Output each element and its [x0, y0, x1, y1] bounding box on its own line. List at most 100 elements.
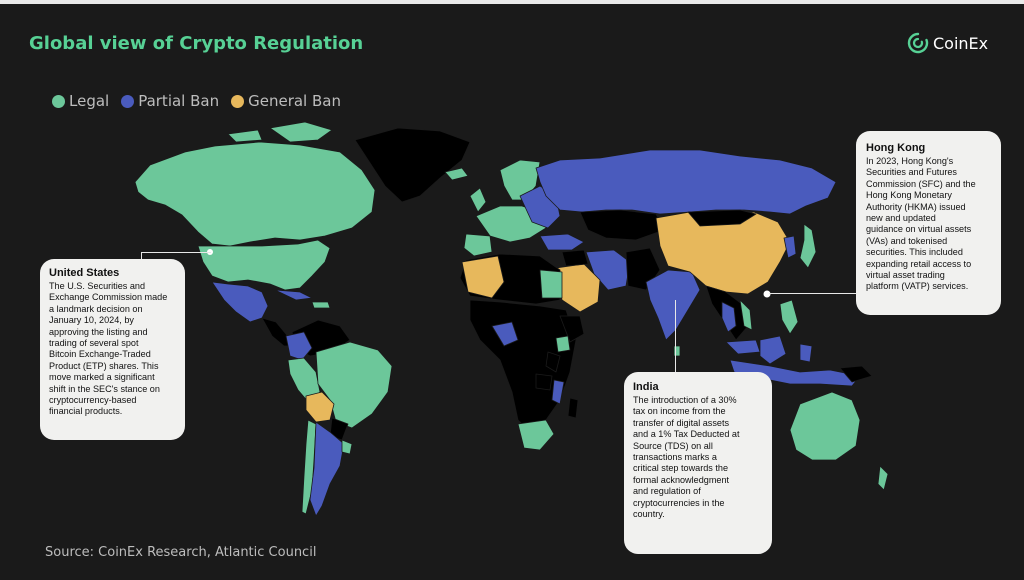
source-note: Source: CoinEx Research, Atlantic Counci… [45, 545, 317, 560]
us-leader-line [141, 252, 211, 253]
top-bar [0, 0, 1024, 4]
australia [789, 391, 861, 461]
legend: Legal Partial Ban General Ban [52, 92, 341, 110]
callout-line: The U.S. Securities and [49, 281, 146, 291]
uk [469, 187, 487, 213]
callout-line: a landmark decision on [49, 303, 143, 314]
callout-line: new and updated [866, 213, 936, 224]
kenya [555, 335, 571, 353]
callout-line: financial products. [49, 406, 123, 417]
india [645, 269, 701, 341]
callout-line: In 2023, Hong Kong's [866, 156, 954, 166]
ethiopia [559, 315, 585, 343]
vietnam [739, 299, 753, 331]
iberia [463, 233, 493, 257]
callout-body: The U.S. Securities and Exchange Commiss… [49, 281, 179, 418]
russia [535, 149, 837, 215]
hong-kong-marker [763, 290, 771, 298]
uruguay [341, 439, 353, 455]
united-states [197, 239, 331, 291]
callout-line: approving the listing and [49, 326, 148, 337]
callout-title: India [633, 381, 659, 393]
iceland [444, 167, 469, 181]
brazil [315, 341, 393, 429]
callout-line: tax on income from the [633, 406, 726, 417]
callout-line: virtual asset trading [866, 270, 945, 281]
malaysia [725, 339, 761, 355]
legend-label: Partial Ban [138, 92, 220, 110]
callout-line: transactions marks a [633, 452, 717, 463]
colombia [285, 331, 313, 361]
south-africa [517, 419, 555, 451]
callout-line: Hong Kong Monetary [866, 190, 952, 201]
turkey [539, 233, 585, 251]
png [839, 365, 873, 383]
hk-leader-line [769, 293, 856, 294]
philippines [779, 299, 799, 335]
tanzania [545, 351, 561, 373]
brand-name: CoinEx [933, 33, 989, 53]
legend-dot-legal [52, 94, 65, 108]
argentina [309, 421, 345, 517]
sulawesi [799, 343, 813, 363]
bolivia [305, 391, 335, 423]
callout-body: In 2023, Hong Kong's Securities and Futu… [866, 156, 996, 293]
callout-line: shift in the SEC's stance on [49, 383, 160, 394]
caribbean [311, 301, 331, 309]
arctic-islands-2 [227, 129, 263, 143]
callout-title: United States [49, 267, 120, 279]
callout-line: cryptocurrency-based [49, 395, 137, 406]
callout-line: move marked a significant [49, 372, 155, 383]
legend-item-legal: Legal [52, 92, 109, 110]
callout-line: Source (TDS) on all [633, 440, 713, 451]
nigeria [491, 321, 519, 347]
mongolia [687, 209, 757, 227]
legend-label: General Ban [248, 92, 341, 110]
callout-line: Bitcoin Exchange-Traded [49, 349, 151, 360]
new-zealand [877, 465, 889, 491]
korea [783, 235, 797, 259]
legend-dot-general-ban [231, 94, 245, 108]
callout-line: formal acknowledgment [633, 474, 730, 485]
callout-line: guidance on virtual assets [866, 224, 972, 235]
brand-logo: CoinEx [907, 32, 988, 54]
canada-alaska [134, 141, 376, 247]
japan [799, 223, 817, 269]
callout-line: platform (VATP) services. [866, 281, 969, 292]
india-leader-line [675, 300, 676, 372]
callout-line: critical step towards the [633, 463, 729, 474]
greenland [354, 127, 471, 203]
callout-line: country. [633, 509, 665, 520]
zambia [535, 373, 553, 391]
cuba [274, 289, 313, 301]
callout-hong-kong: Hong Kong In 2023, Hong Kong's Securitie… [856, 131, 1001, 315]
page-title: Global view of Crypto Regulation [29, 33, 364, 54]
callout-india: India The introduction of a 30% tax on i… [624, 372, 772, 554]
mexico [211, 281, 269, 323]
callout-line: (VAs) and tokenised [866, 235, 948, 246]
callout-line: and a 1% Tax Deducted at [633, 429, 740, 440]
egypt [539, 269, 563, 299]
callout-title: Hong Kong [866, 142, 926, 154]
callout-body: The introduction of a 30% tax on income … [633, 395, 766, 520]
callout-line: and regulation of [633, 486, 701, 497]
callout-line: Product (ETP) shares. This [49, 360, 159, 371]
borneo [759, 335, 787, 365]
coinex-logo-icon [907, 32, 929, 54]
arctic-islands [269, 121, 333, 143]
iraq-syria [561, 249, 589, 267]
kazakhstan [579, 209, 665, 241]
callout-line: Securities and Futures [866, 167, 957, 178]
callout-line: cryptocurrencies in the [633, 497, 725, 508]
callout-united-states: United States The U.S. Securities and Ex… [40, 259, 185, 440]
legend-label: Legal [69, 92, 110, 110]
us-leader-line-vertical [141, 252, 142, 260]
callout-line: Commission (SFC) and the [866, 178, 976, 189]
algeria-morocco [461, 255, 505, 299]
legend-item-partial-ban: Partial Ban [121, 92, 219, 110]
callout-line: expanding retail access to [866, 258, 972, 269]
callout-line: Authority (HKMA) issued [866, 201, 966, 212]
legend-dot-partial-ban [121, 94, 135, 108]
